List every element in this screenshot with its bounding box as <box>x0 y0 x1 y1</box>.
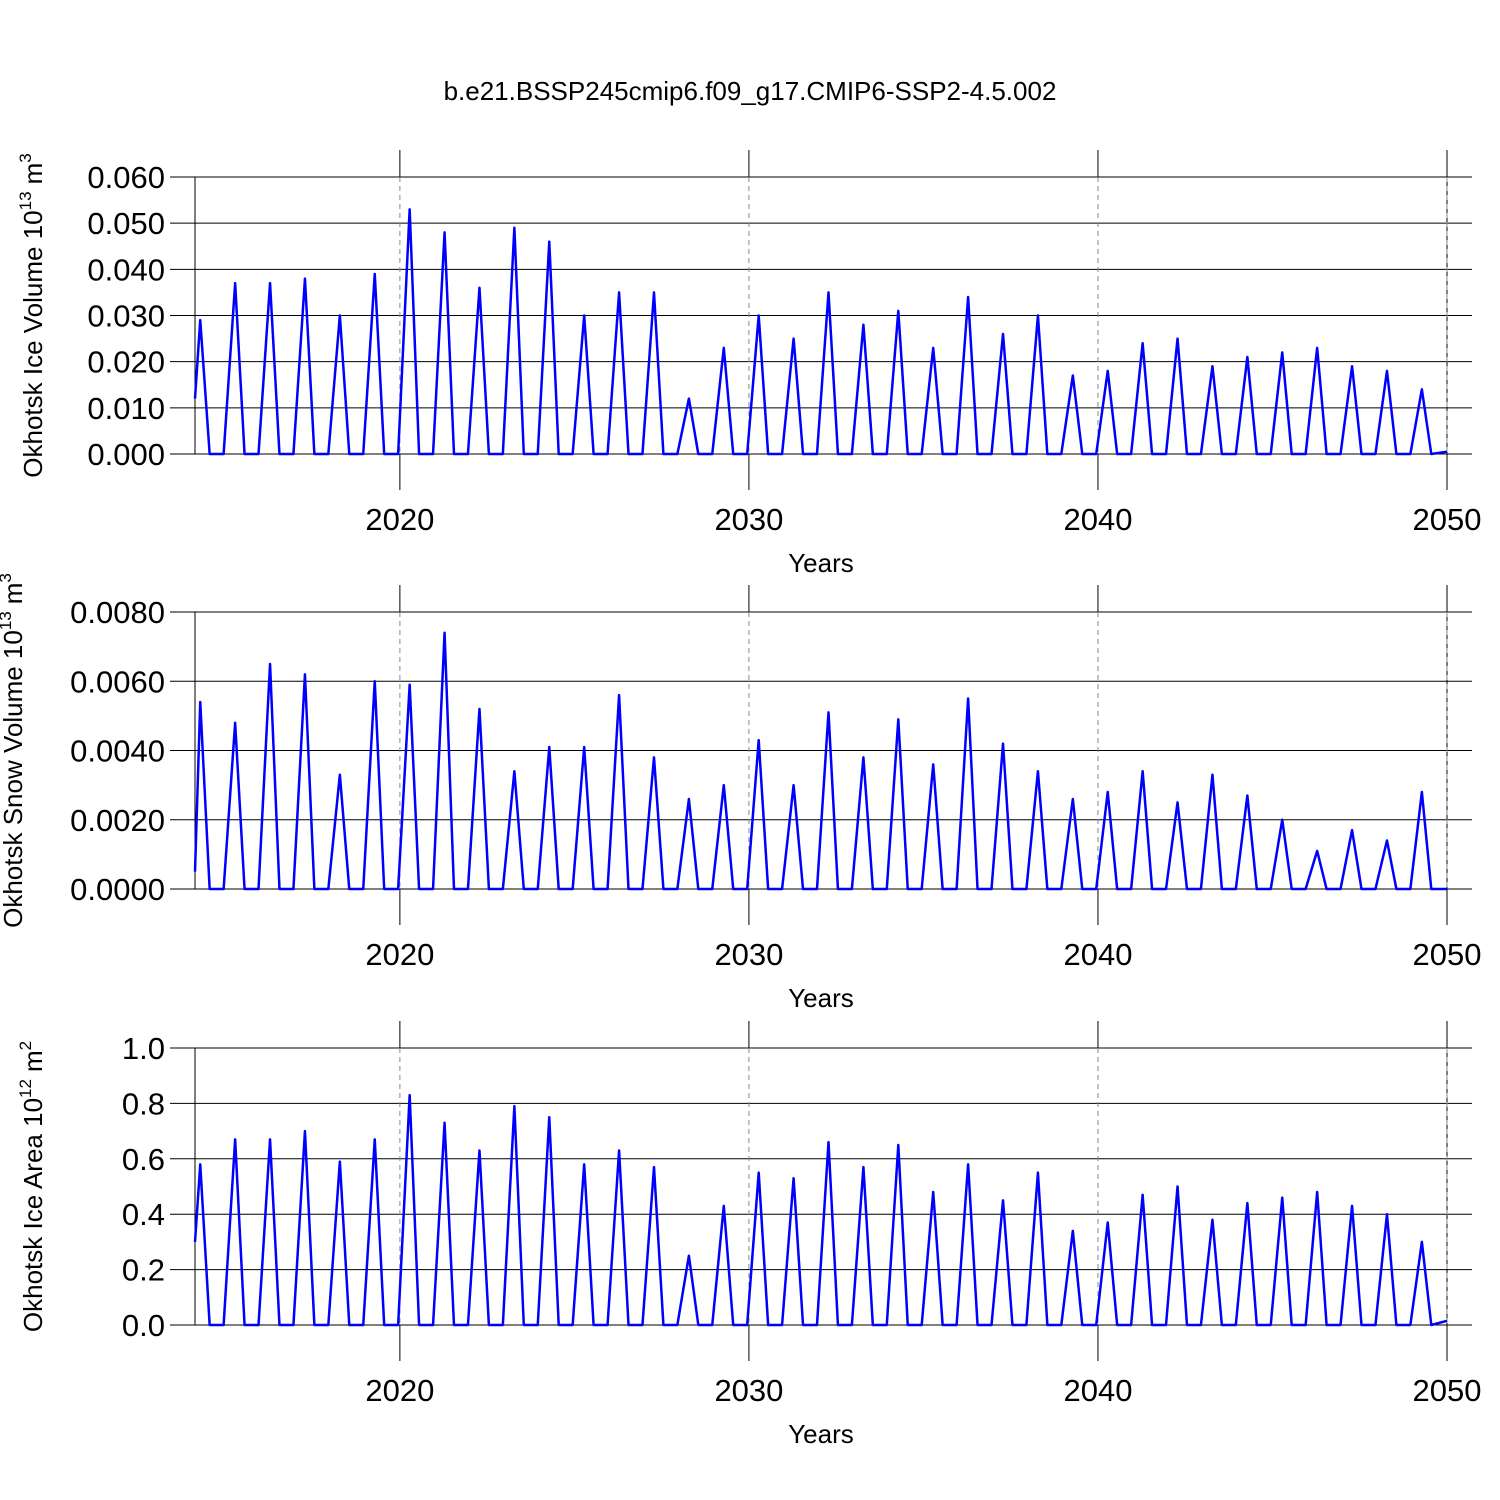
y-tick-label: 0.0080 <box>70 595 165 630</box>
y-tick-label: 0.0060 <box>70 664 165 699</box>
y-tick-label: 0.4 <box>122 1197 165 1232</box>
y-title-exponent: 12 <box>16 1079 35 1098</box>
x-tick-label: 2020 <box>365 1373 434 1408</box>
y-tick-label: 0.0 <box>122 1308 165 1343</box>
y-tick-label: 0.060 <box>87 160 165 195</box>
y-title-exponent: 13 <box>0 611 15 630</box>
data-line <box>193 631 1447 891</box>
y-title-text: Okhotsk Ice Volume 10 <box>18 210 48 477</box>
y-axis-title: Okhotsk Ice Volume 1013 m3 <box>16 153 48 477</box>
chart-title: b.e21.BSSP245cmip6.f09_g17.CMIP6-SSP2-4.… <box>444 76 1057 106</box>
y-title-text: Okhotsk Ice Area 10 <box>18 1098 48 1332</box>
y-tick-label: 0.0040 <box>70 734 165 769</box>
x-tick-label: 2030 <box>714 1373 783 1408</box>
y-tick-label: 0.0000 <box>70 872 165 907</box>
x-tick-label: 2050 <box>1413 1373 1482 1408</box>
x-axis-title: Years <box>788 548 854 578</box>
y-tick-label: 0.8 <box>122 1086 165 1121</box>
y-axis-title: Okhotsk Snow Volume 1013 m3 <box>0 573 28 928</box>
y-title-exponent: 3 <box>0 573 15 582</box>
data-line <box>193 208 1448 456</box>
y-tick-label: 0.050 <box>87 206 165 241</box>
y-title-text: m <box>18 1050 48 1072</box>
x-tick-label: 2030 <box>714 502 783 537</box>
y-axis-title: Okhotsk Ice Area 1012 m2 <box>16 1041 48 1332</box>
x-tick-label: 2040 <box>1063 502 1132 537</box>
y-tick-label: 0.000 <box>87 437 165 472</box>
y-title-exponent: 2 <box>16 1041 35 1050</box>
y-tick-label: 0.010 <box>87 391 165 426</box>
y-tick-label: 0.020 <box>87 345 165 380</box>
y-title-text: m <box>18 163 48 185</box>
y-title-text: Okhotsk Snow Volume 10 <box>0 630 28 928</box>
x-tick-label: 2020 <box>365 937 434 972</box>
x-tick-label: 2050 <box>1413 937 1482 972</box>
x-tick-label: 2040 <box>1063 1373 1132 1408</box>
y-tick-label: 0.030 <box>87 299 165 334</box>
y-tick-label: 0.6 <box>122 1142 165 1177</box>
y-tick-label: 1.0 <box>122 1031 165 1066</box>
x-tick-label: 2030 <box>714 937 783 972</box>
x-tick-label: 2040 <box>1063 937 1132 972</box>
x-axis-title: Years <box>788 1419 854 1449</box>
x-axis-title: Years <box>788 983 854 1013</box>
y-tick-label: 0.2 <box>122 1253 165 1288</box>
y-title-exponent: 3 <box>16 153 35 162</box>
x-tick-label: 2050 <box>1413 502 1482 537</box>
y-tick-label: 0.040 <box>87 252 165 287</box>
y-title-exponent: 13 <box>16 191 35 210</box>
data-line <box>193 1093 1448 1327</box>
x-tick-label: 2020 <box>365 502 434 537</box>
y-title-text: m <box>0 583 28 605</box>
y-tick-label: 0.0020 <box>70 803 165 838</box>
